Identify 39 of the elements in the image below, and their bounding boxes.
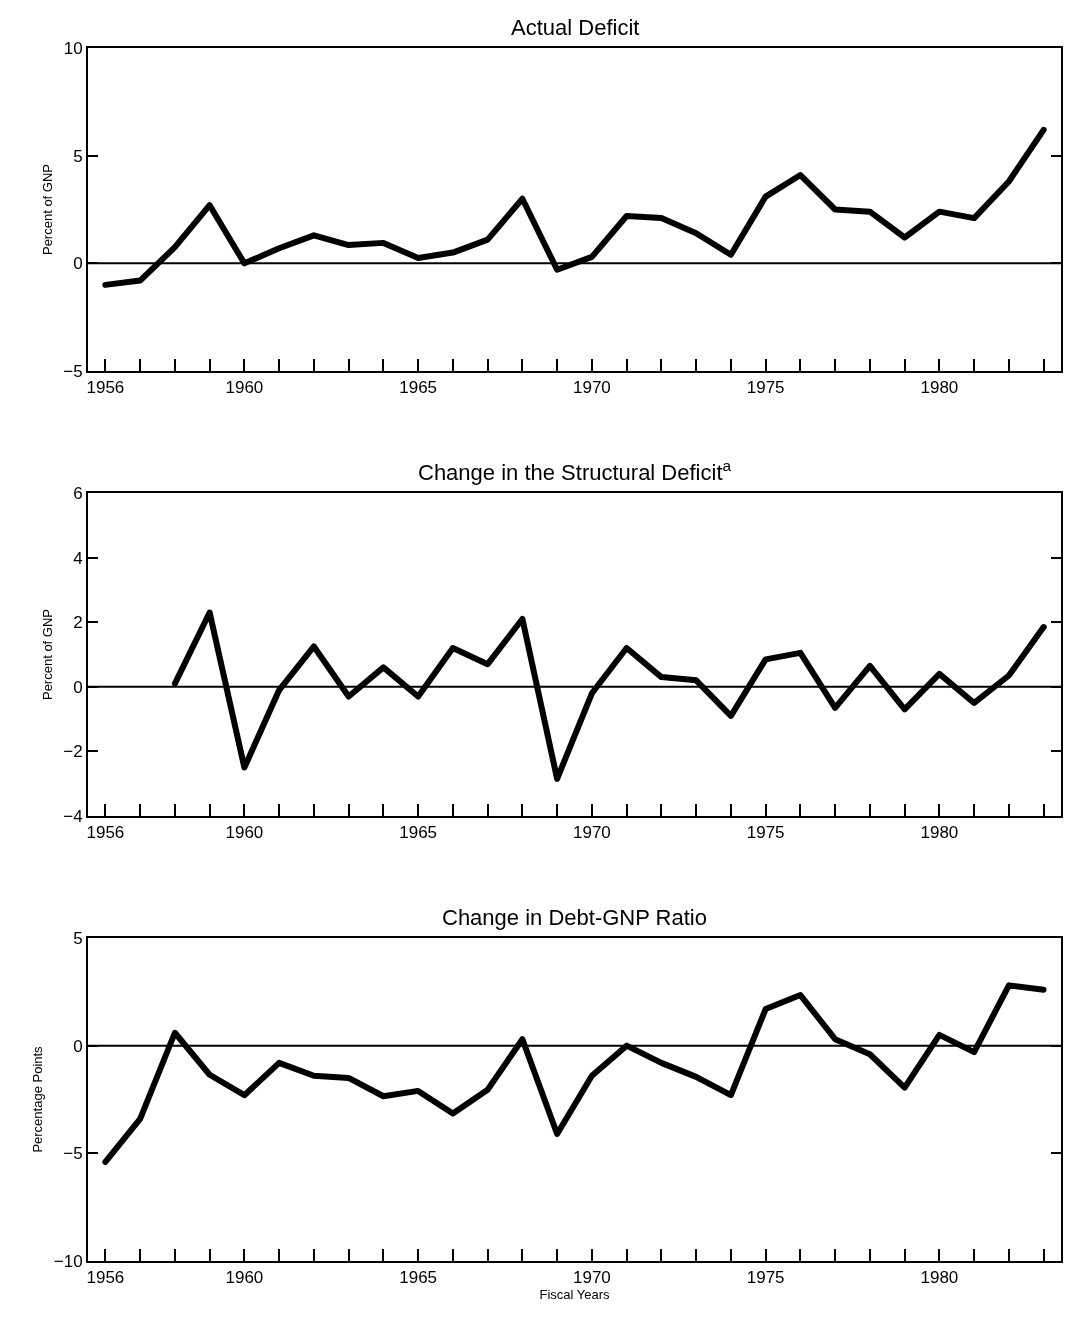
chart-title: Change in Debt-GNP Ratio [442,905,707,930]
x-axis-title: Fiscal Years [539,1287,611,1303]
x-tick-label: 1980 [920,823,959,843]
y-tick-label: −5 [63,361,83,381]
y-tick-label: 5 [73,928,83,948]
y-tick-label: 0 [73,677,83,697]
x-tick-label: 1975 [746,1268,785,1288]
y-tick-label: 10 [63,38,83,58]
x-tick-label: 1960 [225,1268,264,1288]
y-tick-label: 4 [73,548,83,568]
y-tick-label: −5 [63,1144,83,1164]
x-tick-label: 1970 [572,378,611,398]
y-axis-title: Percentage Points [30,1045,46,1153]
y-tick-label: −4 [63,806,83,826]
x-tick-label: 1960 [225,378,264,398]
x-tick-label: 1965 [399,1268,438,1288]
y-tick-label: 0 [73,254,83,274]
y-tick-label: 0 [73,1036,83,1056]
y-tick-label: 6 [73,483,83,503]
x-tick-label: 1970 [572,1268,611,1288]
x-tick-label: 1980 [920,1268,959,1288]
y-axis-title: Percent of GNP [39,608,55,701]
chart-title: Change in the Structural Deficit$^{a}$ [418,457,732,486]
x-tick-label: 1965 [399,823,438,843]
x-tick-label: 1960 [225,823,264,843]
x-tick-label: 1975 [746,378,785,398]
x-tick-label: 1965 [399,378,438,398]
y-axis-title: Percent of GNP [39,163,55,256]
x-tick-label: 1980 [920,378,959,398]
x-tick-label: 1956 [86,1268,125,1288]
chart-title: Actual Deficit [511,15,640,40]
x-tick-label: 1956 [86,823,125,843]
y-tick-label: 5 [73,146,83,166]
y-tick-label: 2 [73,613,83,633]
x-tick-label: 1970 [572,823,611,843]
x-tick-label: 1975 [746,823,785,843]
y-tick-label: −10 [53,1251,83,1271]
x-tick-label: 1956 [86,378,125,398]
y-tick-label: −2 [63,742,83,762]
